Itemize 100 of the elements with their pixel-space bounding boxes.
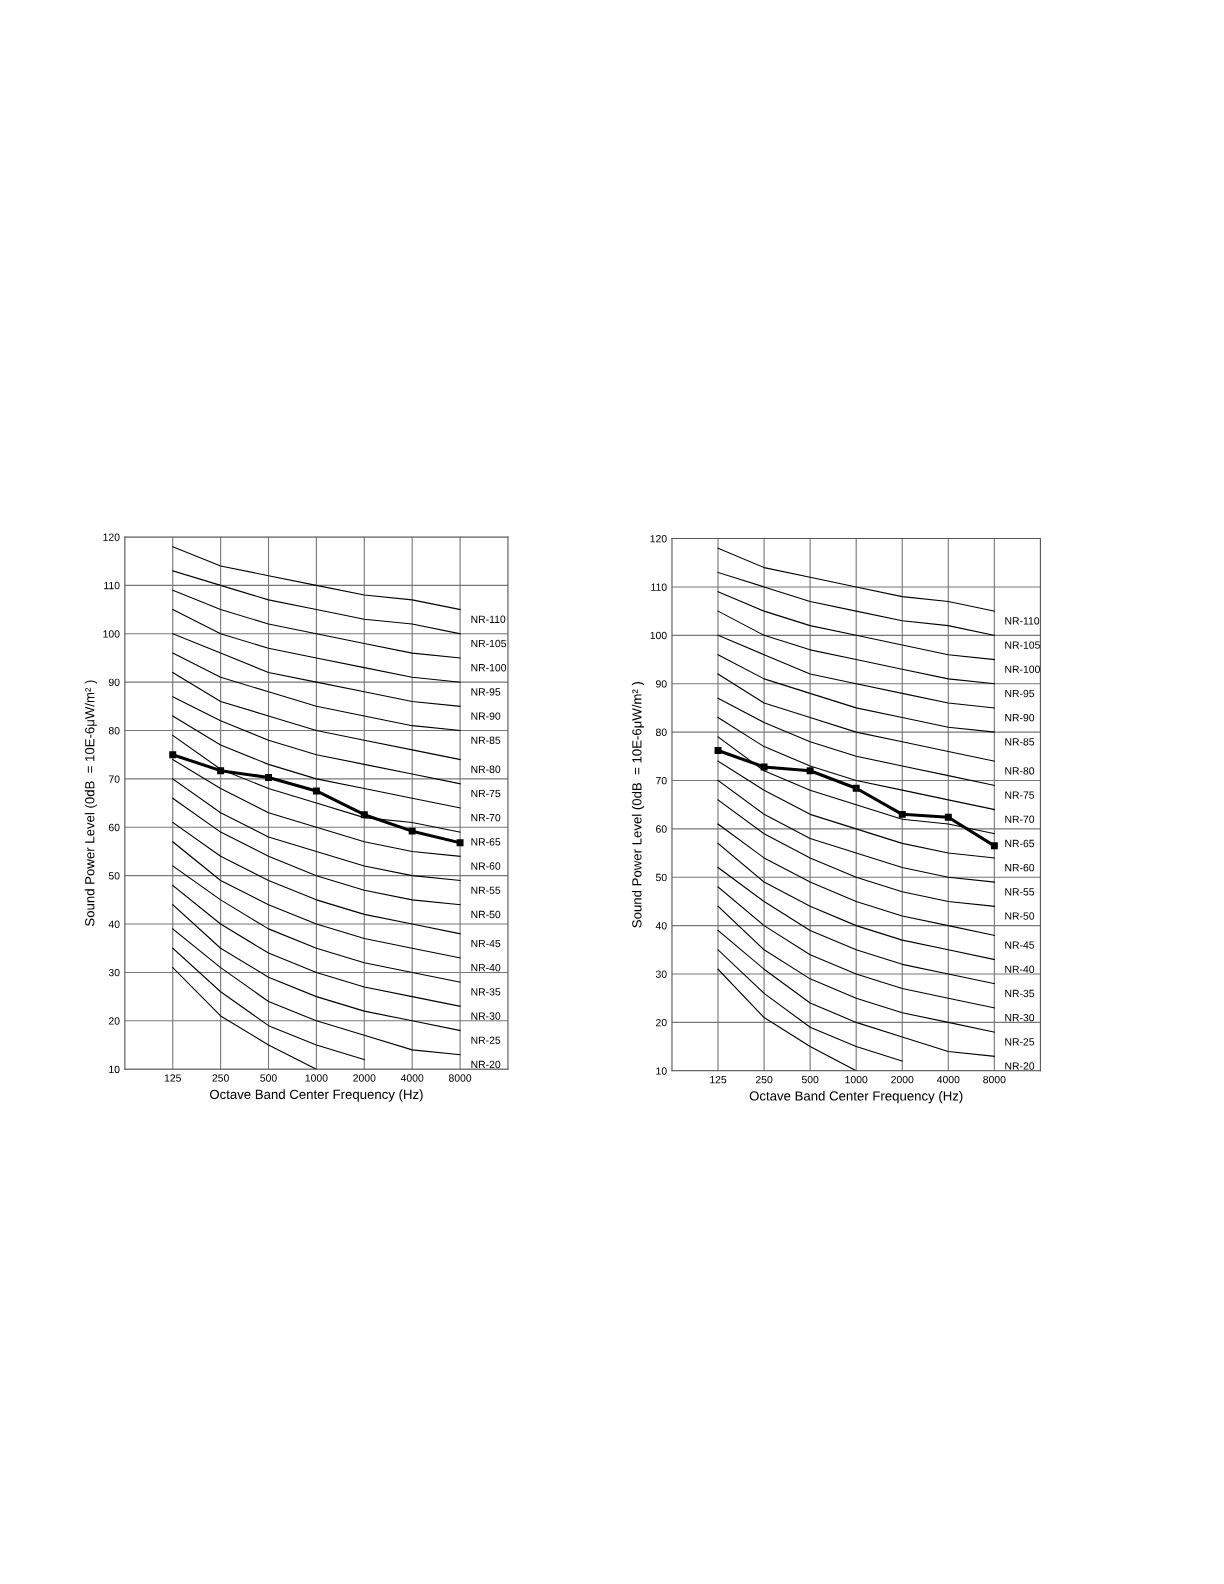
y-tick-label: 100 (103, 630, 120, 638)
point (360, 811, 368, 819)
line-series (717, 654, 995, 733)
series-label: NR-100 (471, 664, 507, 672)
line-series (172, 608, 461, 683)
x-axis-title: Octave Band Center Frequency (Hz) (209, 1089, 423, 1102)
series-label: NR-95 (471, 688, 501, 696)
series-label: NR-105 (1005, 641, 1040, 649)
line-series (172, 633, 461, 707)
y-tick-label: 10 (109, 1065, 120, 1074)
series-label: NR-35 (471, 988, 501, 996)
series-label: NR-80 (471, 765, 501, 773)
line-series (172, 546, 461, 611)
point (714, 747, 722, 754)
line-series (172, 841, 461, 959)
series-label: NR-100 (1005, 665, 1040, 673)
line-series (717, 673, 995, 762)
x-tick-label: 4000 (936, 1075, 960, 1084)
line-series (717, 905, 995, 1033)
y-tick-label: 20 (108, 1017, 120, 1025)
y-tick-label: 110 (651, 583, 667, 591)
line-series (172, 865, 461, 983)
series-label: NR-30 (1005, 1013, 1035, 1022)
line-series (172, 884, 461, 1007)
y-axis-title: Sound Power Level (0dB = 10E-6μW/m² ) (631, 681, 645, 928)
line-series (717, 547, 995, 612)
line-series (717, 610, 995, 685)
line-series (172, 589, 461, 659)
series-label: NR-70 (471, 813, 501, 822)
line-series (717, 867, 995, 985)
line-series (717, 591, 995, 661)
x-tick-label: 4000 (400, 1074, 424, 1082)
y-tick-label: 90 (108, 678, 120, 686)
line-series (172, 797, 461, 906)
point (312, 787, 320, 795)
series-label: NR-60 (1005, 863, 1035, 872)
series-label: NR-20 (1005, 1062, 1035, 1070)
y-tick-label: 40 (655, 922, 667, 930)
series-label: NR-75 (1005, 791, 1035, 799)
y-tick-label: 110 (104, 581, 120, 590)
line-series (172, 570, 461, 635)
line-series (172, 947, 365, 1061)
line-series (717, 886, 995, 1009)
y-tick-label: 30 (655, 970, 667, 978)
y-tick-label: 120 (103, 533, 120, 541)
series-label: NR-55 (471, 886, 501, 894)
y-tick-label: 60 (656, 825, 667, 833)
series-label: NR-85 (471, 736, 501, 744)
point (169, 751, 177, 759)
y-tick-label: 30 (108, 968, 120, 977)
line-series (172, 928, 461, 1056)
point (408, 827, 416, 835)
series-label: NR-85 (1005, 738, 1035, 746)
y-tick-label: 120 (650, 535, 667, 543)
series-label: NR-110 (471, 615, 506, 623)
series-label: NR-45 (1005, 941, 1035, 949)
x-tick-label: 500 (260, 1074, 277, 1082)
line-series (717, 799, 995, 907)
series-label: NR-90 (471, 712, 501, 720)
series-label: NR-50 (1005, 912, 1035, 920)
series-label: NR-35 (1005, 989, 1035, 998)
point (760, 763, 768, 771)
y-tick-label: 70 (656, 776, 667, 785)
line-series (717, 929, 995, 1057)
series-label: NR-110 (1005, 617, 1040, 625)
line-series (172, 671, 461, 761)
series-label: NR-30 (471, 1012, 501, 1020)
line-series (717, 823, 995, 936)
line-series (717, 697, 995, 786)
y-tick-label: 20 (656, 1018, 667, 1027)
series-label: NR-50 (471, 910, 501, 919)
series-label: NR-25 (1005, 1038, 1035, 1046)
line-series (172, 715, 461, 809)
point (265, 773, 272, 781)
x-tick-label: 250 (755, 1075, 773, 1084)
x-tick-label: 125 (164, 1074, 181, 1082)
series-label: NR-55 (1005, 888, 1035, 896)
x-tick-label: 125 (710, 1075, 727, 1084)
series-label: NR-40 (471, 963, 501, 972)
x-axis-title: Octave Band Center Frequency (Hz) (749, 1090, 963, 1104)
point (898, 810, 906, 818)
series-label: NR-65 (1005, 839, 1035, 848)
series-label: NR-105 (471, 639, 507, 648)
series-label: NR-80 (1005, 767, 1035, 775)
x-tick-label: 2000 (353, 1074, 376, 1082)
y-tick-label: 50 (108, 872, 120, 880)
y-tick-label: 10 (656, 1067, 667, 1075)
line-series (172, 904, 461, 1032)
x-tick-label: 8000 (448, 1074, 472, 1082)
line-series (172, 967, 317, 1070)
y-tick-label: 60 (108, 823, 120, 832)
x-tick-label: 8000 (983, 1075, 1006, 1084)
line-series (717, 842, 995, 961)
line-series (172, 821, 461, 935)
line-series (717, 779, 995, 883)
x-tick-label: 1000 (845, 1075, 868, 1084)
series-label: NR-40 (1005, 965, 1035, 973)
series-label: NR-75 (471, 789, 501, 798)
line-series (172, 652, 461, 732)
point (217, 767, 225, 775)
